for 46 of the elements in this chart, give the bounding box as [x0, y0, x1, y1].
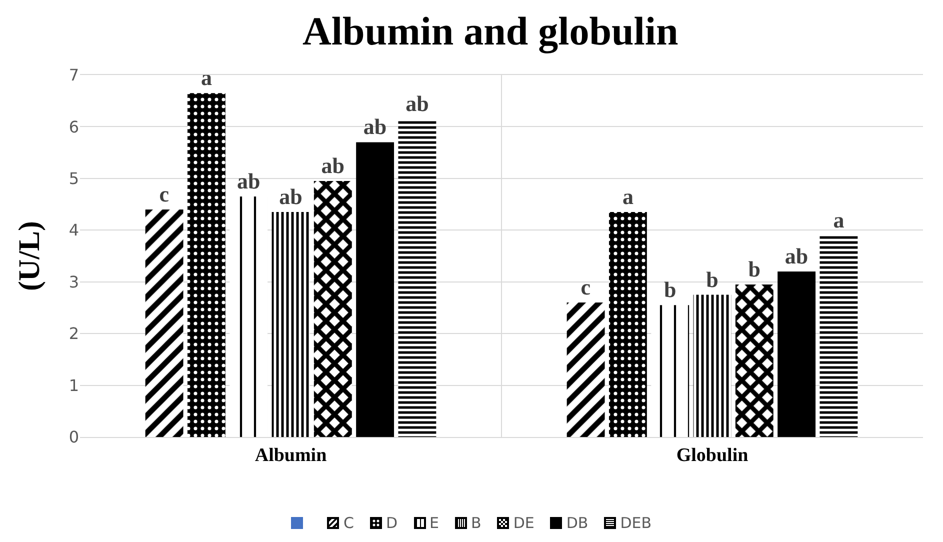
y-axis-title: (U/L) — [12, 221, 46, 291]
y-tick-label: 3 — [68, 272, 79, 292]
bar — [820, 235, 858, 437]
x-tick-label: Albumin — [254, 444, 328, 466]
data-label: b — [748, 256, 761, 282]
legend-label: DB — [566, 514, 588, 532]
bar — [356, 142, 394, 437]
bar — [693, 294, 732, 437]
legend-label: DE — [513, 514, 534, 532]
data-label: a — [833, 207, 844, 232]
bar — [145, 209, 184, 437]
data-label: ab — [406, 90, 429, 116]
data-label: c — [580, 274, 591, 300]
bar — [735, 284, 774, 437]
legend-label: DEB — [620, 514, 652, 532]
bar — [566, 302, 605, 437]
legend-label: B — [471, 514, 482, 532]
chart-title: Albumin and globulin — [302, 8, 678, 54]
y-tick-label: 6 — [68, 117, 79, 136]
bar — [651, 305, 690, 437]
data-label: b — [706, 266, 718, 292]
y-tick-label: 4 — [68, 220, 79, 240]
legend-label: C — [343, 514, 354, 532]
data-label: ab — [279, 184, 302, 210]
bar — [230, 196, 268, 437]
data-label: a — [622, 184, 634, 210]
bar — [778, 272, 816, 437]
bar — [314, 181, 352, 437]
data-label: ab — [363, 114, 387, 140]
bar — [608, 212, 647, 437]
data-label: ab — [321, 153, 345, 178]
bar — [187, 93, 226, 437]
y-tick-label: 5 — [68, 169, 79, 188]
y-tick-label: 0 — [68, 428, 79, 447]
legend-label: E — [430, 514, 440, 532]
y-tick-label: 7 — [68, 66, 79, 85]
data-label: b — [664, 277, 676, 302]
y-tick-label: 2 — [68, 324, 79, 344]
bar — [272, 212, 310, 437]
x-tick-label: Globulin — [676, 444, 749, 466]
y-tick-label: 1 — [68, 376, 79, 395]
data-label: ab — [784, 244, 808, 269]
data-label: a — [200, 65, 212, 90]
legend-label: D — [386, 514, 398, 532]
data-label: c — [159, 181, 170, 206]
data-label: ab — [236, 168, 260, 194]
